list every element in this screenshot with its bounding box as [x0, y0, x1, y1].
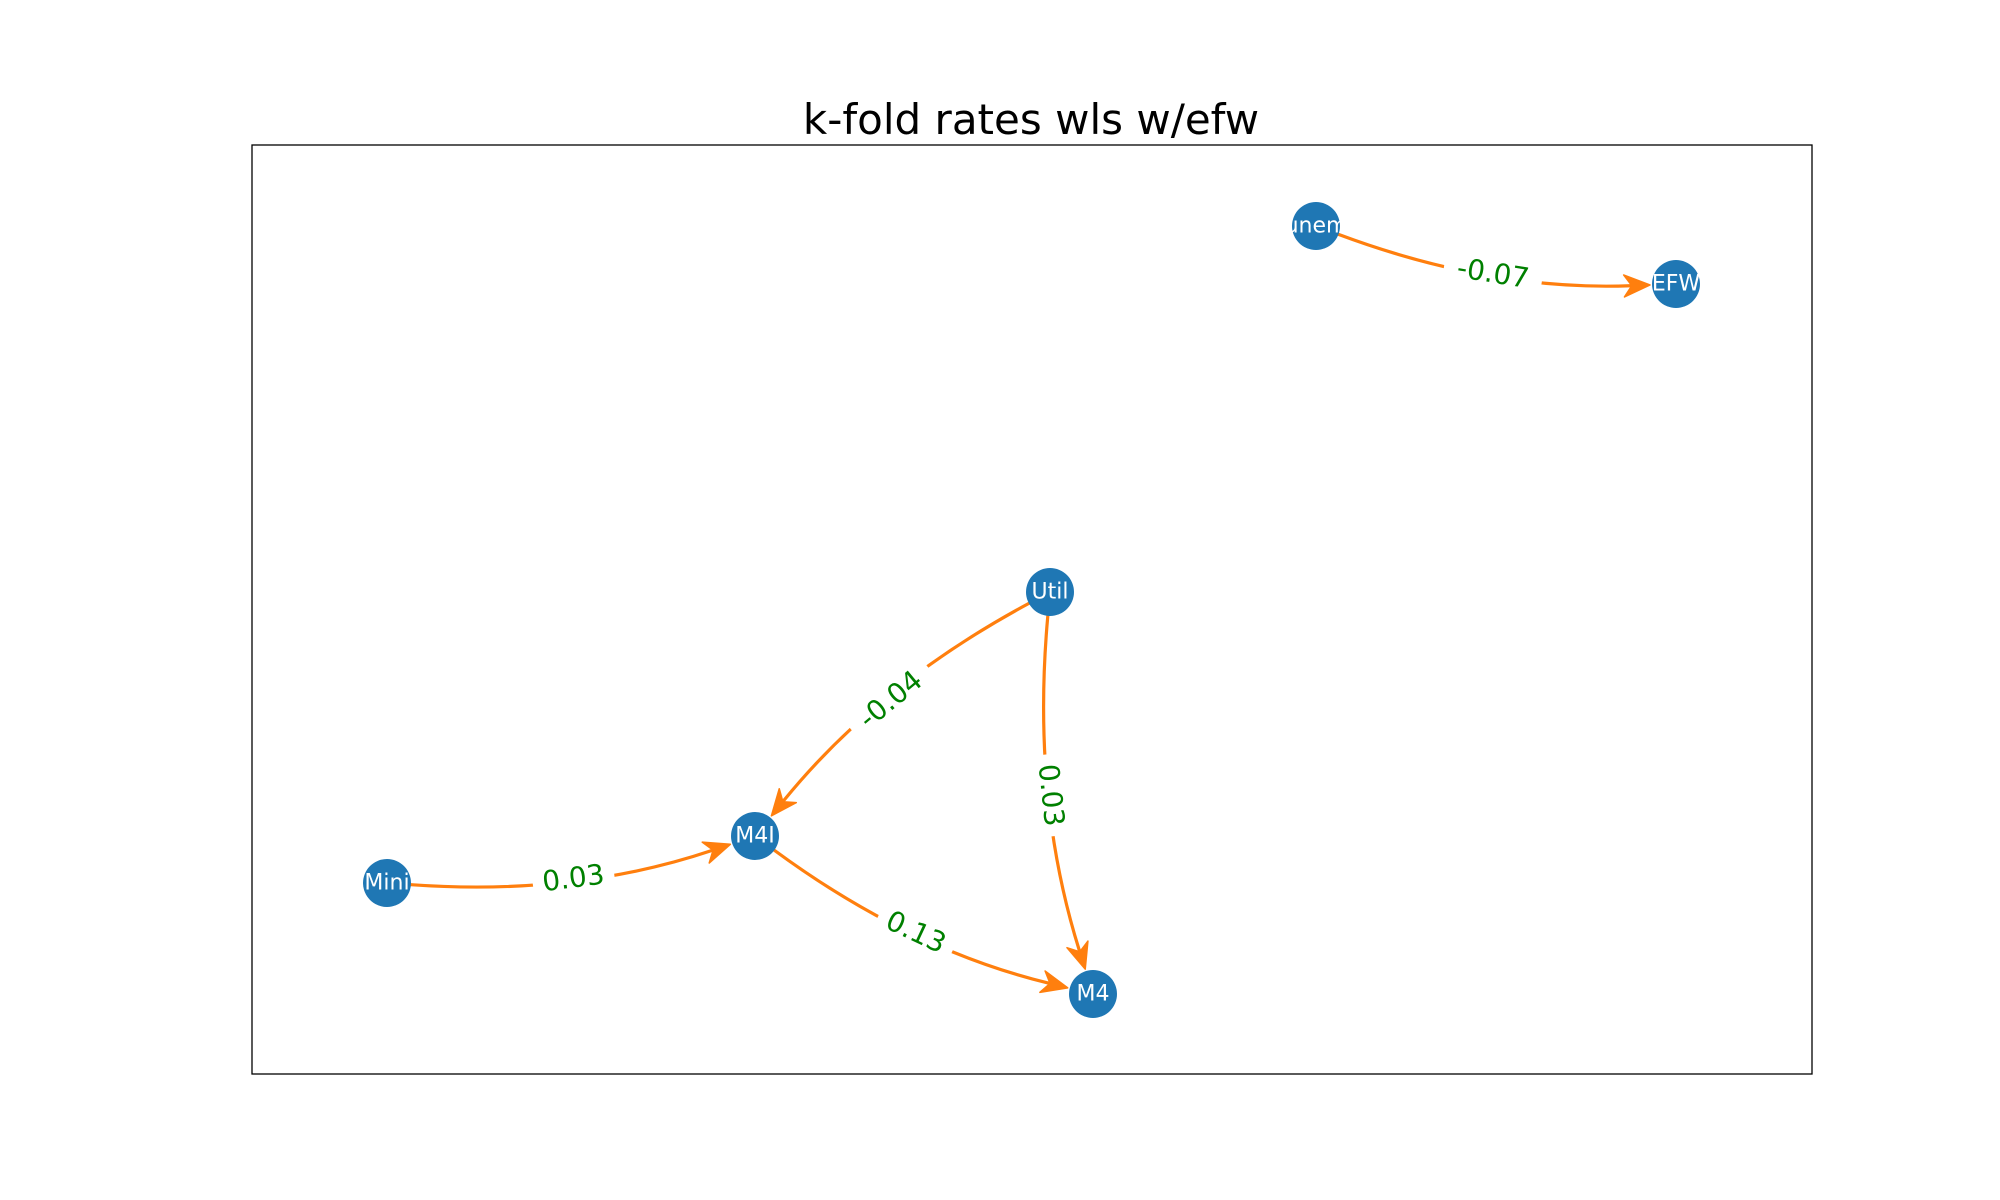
edge-label-background	[530, 854, 617, 901]
edge-label-group: 0.03	[530, 854, 617, 901]
edge-arrowhead	[770, 787, 798, 817]
edge-label-background	[1441, 247, 1545, 299]
node-circle	[731, 812, 779, 860]
edge-arrowhead	[1039, 970, 1069, 994]
edge-label-background	[840, 653, 940, 745]
node-unem: unem	[1285, 202, 1348, 250]
edge-label: 0.03	[540, 858, 606, 899]
edge-label-background	[1029, 752, 1074, 838]
node-circle	[1652, 260, 1700, 308]
node-efw: EFW	[1652, 260, 1701, 308]
node-circle	[1069, 970, 1117, 1018]
edge-label-background	[871, 898, 961, 966]
edge-label: -0.07	[1455, 251, 1532, 295]
edge-arrowhead	[1066, 940, 1089, 970]
node-m4: M4	[1069, 970, 1117, 1018]
node-circle	[363, 859, 411, 907]
edge-arrowhead	[1622, 274, 1651, 298]
node-label: unem	[1285, 214, 1348, 239]
node-circle	[1026, 568, 1074, 616]
node-label: Mini	[364, 871, 409, 896]
edge-label-group: 0.03	[1029, 752, 1074, 838]
nodes-layer: unem EFW Util M4I Mini M4	[363, 202, 1700, 1018]
node-label: EFW	[1652, 272, 1701, 297]
edge-label-group: 0.13	[871, 898, 961, 966]
node-label: M4	[1077, 982, 1110, 1007]
node-label: Util	[1032, 580, 1069, 605]
edge-label: 0.03	[1032, 762, 1071, 828]
node-circle	[1292, 202, 1340, 250]
node-label: M4I	[735, 824, 774, 849]
edge-arrowhead	[701, 841, 732, 864]
node-m4i: M4I	[731, 812, 779, 860]
edge-label-group: -0.07	[1441, 247, 1545, 299]
edge-label-group: -0.04	[840, 653, 940, 745]
chart-title: k-fold rates wls w/efw	[803, 95, 1259, 144]
node-util: Util	[1026, 568, 1074, 616]
node-mini: Mini	[363, 859, 411, 907]
plot-frame	[251, 144, 1813, 1075]
